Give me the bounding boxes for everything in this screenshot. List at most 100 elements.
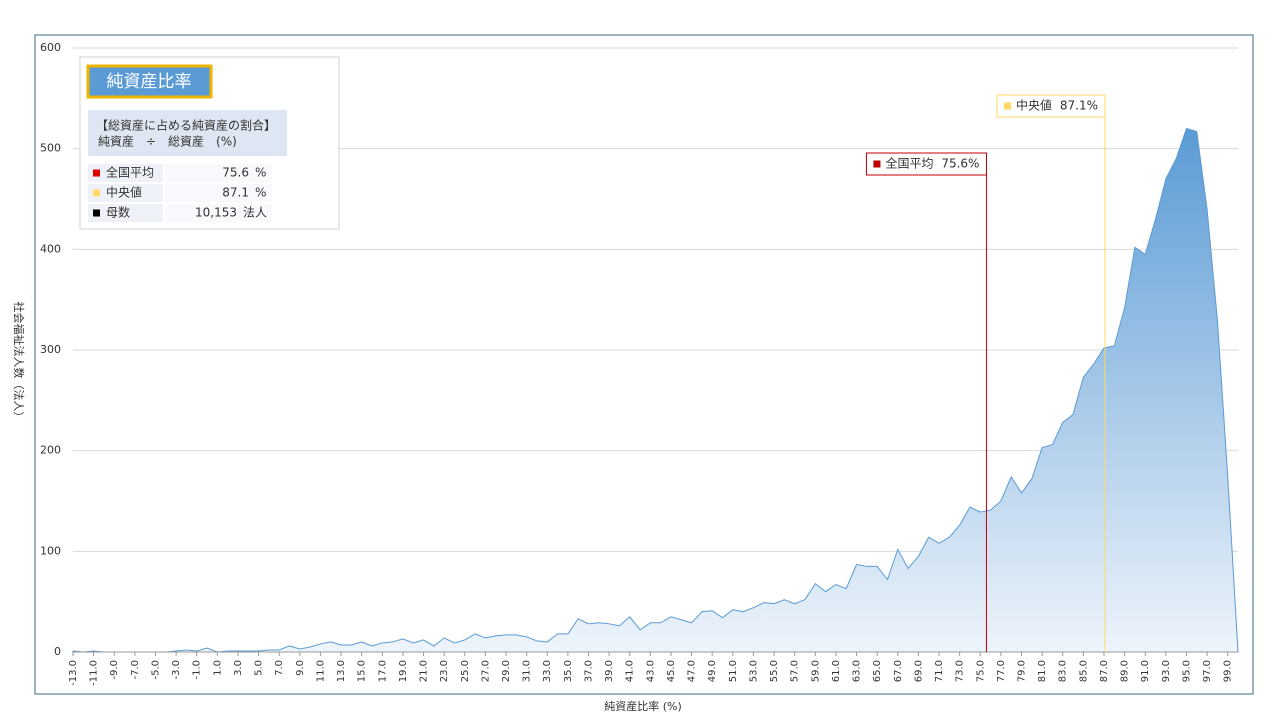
x-tick-label: 31.0 <box>522 660 533 682</box>
row-swatch <box>93 169 100 177</box>
x-tick-label: 57.0 <box>790 660 801 682</box>
x-tick-label: 53.0 <box>748 660 759 682</box>
x-tick-label: 45.0 <box>666 660 677 682</box>
x-tick-label: 23.0 <box>439 660 450 682</box>
x-tick-label: 51.0 <box>728 660 739 682</box>
marker-value: 75.6% <box>941 157 979 171</box>
info-description: 純資産 ÷ 総資産 (%) <box>98 134 237 149</box>
x-tick-label: 97.0 <box>1202 660 1213 682</box>
x-tick-label: -7.0 <box>130 660 141 680</box>
row-label: 中央値 <box>106 185 142 200</box>
x-tick-label: 5.0 <box>254 660 265 676</box>
x-tick-label: 83.0 <box>1058 660 1069 682</box>
x-tick-label: 3.0 <box>233 660 244 676</box>
x-tick-label: 13.0 <box>336 660 347 682</box>
info-box: 純資産比率 【総資産に占める純資産の割合】 純資産 ÷ 総資産 (%) 全国平均… <box>79 56 340 230</box>
x-tick-label: 93.0 <box>1161 660 1172 682</box>
row-label: 母数 <box>106 205 130 220</box>
info-description: 【総資産に占める純資産の割合】 <box>96 118 276 133</box>
row-swatch <box>93 209 100 217</box>
x-tick-label: 95.0 <box>1181 660 1192 682</box>
x-tick-label: 77.0 <box>996 660 1007 682</box>
x-tick-label: 27.0 <box>480 660 491 682</box>
x-tick-label: -9.0 <box>109 660 120 680</box>
row-bg <box>165 204 272 222</box>
row-value: 75.6 <box>222 166 249 180</box>
info-description-bg <box>88 110 287 156</box>
x-tick-label: -3.0 <box>171 660 182 680</box>
x-tick-label: 61.0 <box>831 660 842 682</box>
y-tick-label: 100 <box>40 544 61 557</box>
marker-label: 中央値 <box>1016 98 1052 113</box>
y-tick-label: 300 <box>40 343 61 356</box>
row-bg <box>165 184 272 202</box>
x-tick-label: 47.0 <box>687 660 698 682</box>
row-bg <box>88 204 163 222</box>
x-tick-label: 33.0 <box>542 660 553 682</box>
row-value: 10,153 <box>195 206 237 220</box>
y-axis-label: 社会福祉法人数（法人） <box>12 302 26 423</box>
x-tick-label: 37.0 <box>583 660 594 682</box>
x-tick-label: -13.0 <box>68 660 79 686</box>
y-tick-label: 400 <box>40 242 61 255</box>
x-tick-label: 9.0 <box>295 660 306 676</box>
x-tick-label: 89.0 <box>1120 660 1131 682</box>
row-label: 全国平均 <box>106 165 154 180</box>
row-bg <box>88 164 163 182</box>
marker-value: 87.1% <box>1060 99 1098 113</box>
x-tick-label: 39.0 <box>604 660 615 682</box>
x-tick-label: 99.0 <box>1223 660 1234 682</box>
x-tick-label: 71.0 <box>934 660 945 682</box>
row-unit: % <box>255 166 266 180</box>
marker-label-box <box>996 94 1106 118</box>
x-tick-label: 75.0 <box>975 660 986 682</box>
info-rows: 全国平均 75.6 % 中央値 87.1 % 母数 10,153 法人 <box>88 164 272 222</box>
y-tick-label: 500 <box>40 142 61 155</box>
y-tick-label: 600 <box>40 41 61 54</box>
x-axis-label: 純資産比率 (%) <box>604 699 682 713</box>
x-tick-label: 15.0 <box>357 660 368 682</box>
x-tick-label: 69.0 <box>913 660 924 682</box>
y-tick-label: 0 <box>54 645 61 658</box>
info-title: 純資産比率 <box>107 72 192 92</box>
x-tick-label: -11.0 <box>89 660 100 686</box>
info-title-badge <box>86 64 213 99</box>
x-tick-label: 67.0 <box>893 660 904 682</box>
x-tick-label: -5.0 <box>150 660 161 680</box>
x-tick-label: 79.0 <box>1016 660 1027 682</box>
x-tick-label: 21.0 <box>419 660 430 682</box>
x-tick-label: 87.0 <box>1099 660 1110 682</box>
marker-label-box <box>865 152 987 176</box>
row-unit: % <box>255 186 266 200</box>
row-swatch <box>93 189 100 197</box>
x-tick-label: 85.0 <box>1078 660 1089 682</box>
x-tick-label: 81.0 <box>1037 660 1048 682</box>
x-tick-label: 19.0 <box>398 660 409 682</box>
x-tick-label: 11.0 <box>315 660 326 682</box>
x-tick-label: 7.0 <box>274 660 285 676</box>
x-tick-label: 91.0 <box>1140 660 1151 682</box>
x-tick-label: -1.0 <box>192 660 203 680</box>
x-tick-label: 1.0 <box>212 660 223 676</box>
marker-swatch <box>873 160 881 168</box>
x-tick-label: 73.0 <box>955 660 966 682</box>
area <box>72 127 1239 653</box>
x-tick-label: 43.0 <box>645 660 656 682</box>
x-tick-label: 17.0 <box>377 660 388 682</box>
row-bg <box>165 164 272 182</box>
row-value: 87.1 <box>222 186 249 200</box>
x-tick-label: 63.0 <box>852 660 863 682</box>
marker-swatch <box>1004 102 1012 110</box>
x-tick-label: 65.0 <box>872 660 883 682</box>
marker-label: 全国平均 <box>885 156 933 171</box>
y-tick-label: 200 <box>40 444 61 457</box>
row-unit: 法人 <box>243 206 267 220</box>
x-tick-label: 55.0 <box>769 660 780 682</box>
x-tick-label: 29.0 <box>501 660 512 682</box>
x-tick-label: 59.0 <box>810 660 821 682</box>
x-tick-label: 35.0 <box>563 660 574 682</box>
x-tick-label: 25.0 <box>460 660 471 682</box>
frame <box>34 34 1254 695</box>
x-tick-label: 41.0 <box>625 660 636 682</box>
